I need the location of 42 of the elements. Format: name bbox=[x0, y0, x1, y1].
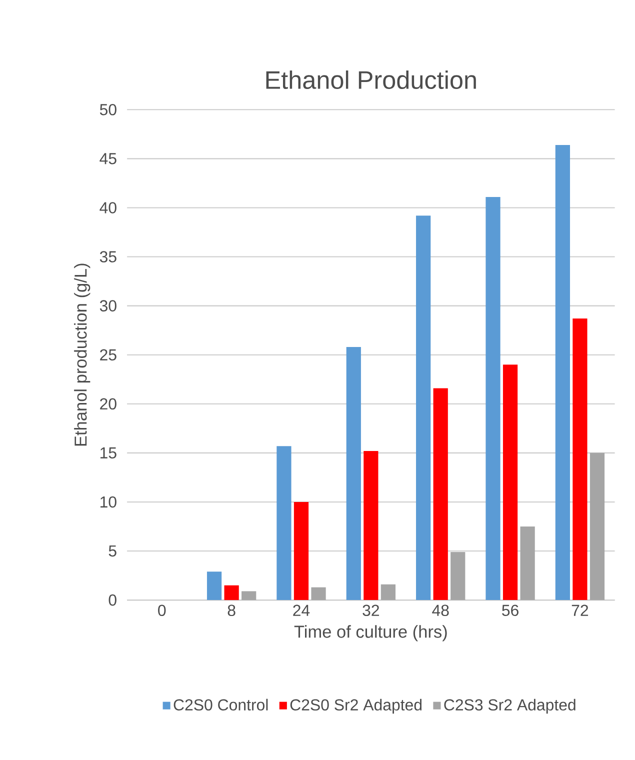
legend-label: C2S3 Sr2 Adapted bbox=[444, 698, 576, 714]
y-tick-label: 50 bbox=[100, 104, 116, 116]
bar bbox=[450, 552, 466, 600]
y-tick-label: 45 bbox=[100, 153, 116, 164]
bar bbox=[206, 572, 222, 600]
y-tick-label: 30 bbox=[100, 300, 116, 312]
x-tick-label: 8 bbox=[228, 604, 236, 616]
bar bbox=[294, 502, 308, 600]
x-axis-title: Time of culture (hrs) bbox=[294, 625, 447, 642]
y-tick-label: 10 bbox=[100, 496, 116, 508]
x-tick-label: 72 bbox=[572, 604, 588, 616]
y-tick-label: 0 bbox=[108, 594, 116, 606]
bar bbox=[572, 318, 588, 600]
bar bbox=[416, 216, 431, 600]
y-tick-label: 5 bbox=[108, 545, 116, 557]
bar bbox=[486, 196, 500, 600]
bar bbox=[502, 364, 518, 600]
bar bbox=[224, 585, 239, 600]
bar bbox=[433, 388, 448, 600]
bar bbox=[276, 446, 292, 600]
y-axis-title: Ethanol production (g/L) bbox=[74, 264, 90, 446]
x-tick-label: 56 bbox=[502, 604, 518, 616]
y-tick-label: 35 bbox=[100, 251, 116, 262]
legend-label: C2S0 Control bbox=[174, 698, 268, 711]
bar bbox=[241, 591, 256, 600]
y-tick-label: 40 bbox=[100, 202, 116, 214]
x-tick-label: 24 bbox=[293, 604, 310, 616]
x-tick-label: 32 bbox=[362, 604, 379, 616]
bar bbox=[380, 584, 396, 600]
bar bbox=[520, 526, 535, 600]
chart-title: Ethanol Production bbox=[266, 70, 476, 90]
bar bbox=[311, 587, 326, 600]
bar bbox=[364, 450, 378, 600]
y-tick-label: 20 bbox=[100, 398, 116, 410]
x-tick-label: 0 bbox=[158, 604, 166, 616]
legend-label: C2S0 Sr2 Adapted bbox=[290, 698, 422, 714]
bar bbox=[555, 144, 570, 600]
y-tick-label: 25 bbox=[100, 349, 116, 360]
bar bbox=[346, 347, 361, 600]
y-tick-label: 15 bbox=[100, 447, 116, 458]
x-tick-label: 48 bbox=[432, 604, 449, 616]
bar bbox=[590, 452, 604, 600]
